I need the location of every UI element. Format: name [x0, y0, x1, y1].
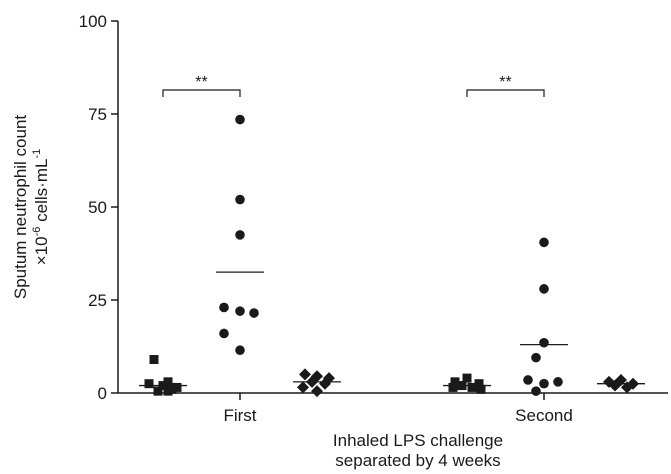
y-tick-label: 100	[79, 12, 107, 31]
data-point-circle	[235, 114, 245, 125]
data-point-circle	[531, 352, 541, 363]
x-tick-label: Second	[515, 406, 573, 425]
data-point-square	[163, 377, 173, 387]
data-point-square	[474, 379, 484, 389]
data-point-circle	[539, 337, 549, 348]
data-point-square	[476, 384, 486, 394]
significance-label: **	[195, 74, 207, 91]
significance-brackets: ** **	[162, 74, 545, 97]
significance-label: **	[499, 74, 511, 91]
median-lines	[139, 271, 645, 387]
data-point-circle	[553, 377, 563, 387]
data-point-diamond	[621, 381, 633, 394]
data-point-square	[172, 382, 182, 392]
data-point-circle	[219, 302, 229, 313]
y-ticks: 0 25 50 75 100	[79, 12, 118, 403]
x-tick-label: First	[223, 406, 256, 425]
y-axis-label-line2: ×10-6 cells·mL-1	[31, 149, 51, 265]
data-point-diamond	[319, 377, 331, 390]
data-point-square	[450, 377, 460, 387]
data-point-circle	[219, 328, 229, 339]
data-point-square	[163, 386, 173, 396]
data-point-circle	[531, 386, 541, 396]
y-tick-label: 0	[98, 384, 107, 403]
data-point-circle	[539, 284, 549, 294]
data-point-square	[448, 382, 458, 392]
data-point-square	[144, 379, 154, 389]
data-point-circle	[235, 345, 245, 356]
y-axis-label-line1: Sputum neutrophil count	[11, 115, 30, 300]
data-point-square	[462, 373, 472, 383]
data-point-circle	[249, 308, 259, 318]
x-axis-label-line1: Inhaled LPS challenge	[333, 431, 503, 450]
data-point-circle	[523, 375, 533, 385]
y-tick-label: 50	[88, 198, 107, 217]
y-tick-label: 25	[88, 291, 107, 310]
data-point-circle	[539, 237, 549, 248]
data-point-diamond	[609, 379, 621, 392]
data-point-diamond	[297, 381, 309, 394]
data-point-square	[467, 382, 477, 392]
y-label-unit-exponent: -1	[31, 149, 43, 159]
data-points	[144, 114, 639, 398]
x-axis-label-line2: separated by 4 weeks	[335, 451, 500, 470]
significance-bracket	[162, 89, 241, 97]
data-point-circle	[235, 306, 245, 316]
data-point-diamond	[299, 368, 311, 381]
data-point-diamond	[311, 385, 323, 398]
y-label-unit: cells·mL	[32, 159, 51, 227]
data-point-square	[149, 355, 159, 365]
data-point-circle	[539, 378, 549, 389]
significance-bracket	[466, 89, 545, 97]
x-ticks: First Second	[223, 393, 573, 425]
y-tick-label: 75	[88, 105, 107, 124]
data-point-circle	[235, 230, 245, 240]
y-label-exponent: -6	[31, 227, 43, 237]
y-label-times-ten: ×10	[32, 236, 51, 265]
data-point-circle	[235, 194, 245, 205]
data-point-square	[153, 386, 163, 396]
